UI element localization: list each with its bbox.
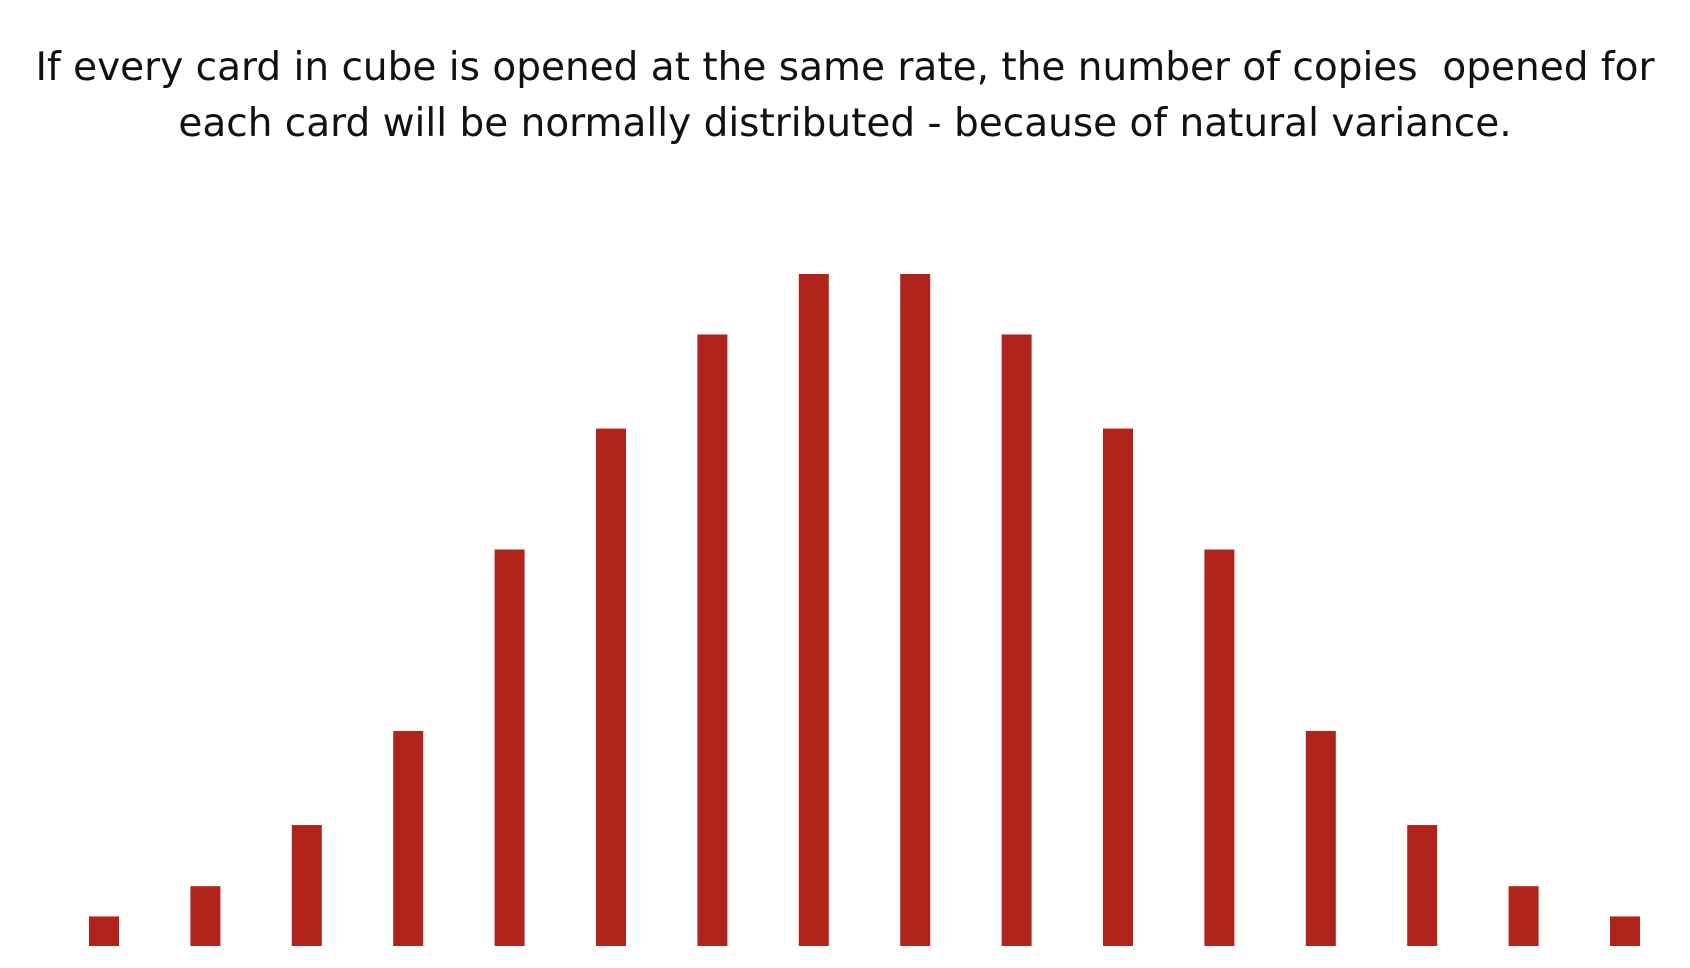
bar [1001, 334, 1032, 947]
bar [1610, 916, 1640, 946]
bar [596, 428, 626, 946]
bar [1305, 730, 1336, 946]
bar [1508, 886, 1539, 946]
bar [190, 886, 221, 946]
bar [89, 916, 119, 946]
bar [697, 334, 728, 947]
bar [393, 730, 424, 946]
bar [494, 549, 525, 946]
bar [1103, 428, 1133, 946]
bar [291, 825, 322, 946]
bar [900, 274, 931, 946]
bar [1407, 825, 1438, 946]
chart-title: If every card in cube is opened at the s… [35, 45, 1655, 146]
bar [798, 274, 829, 946]
bar [1204, 549, 1235, 946]
